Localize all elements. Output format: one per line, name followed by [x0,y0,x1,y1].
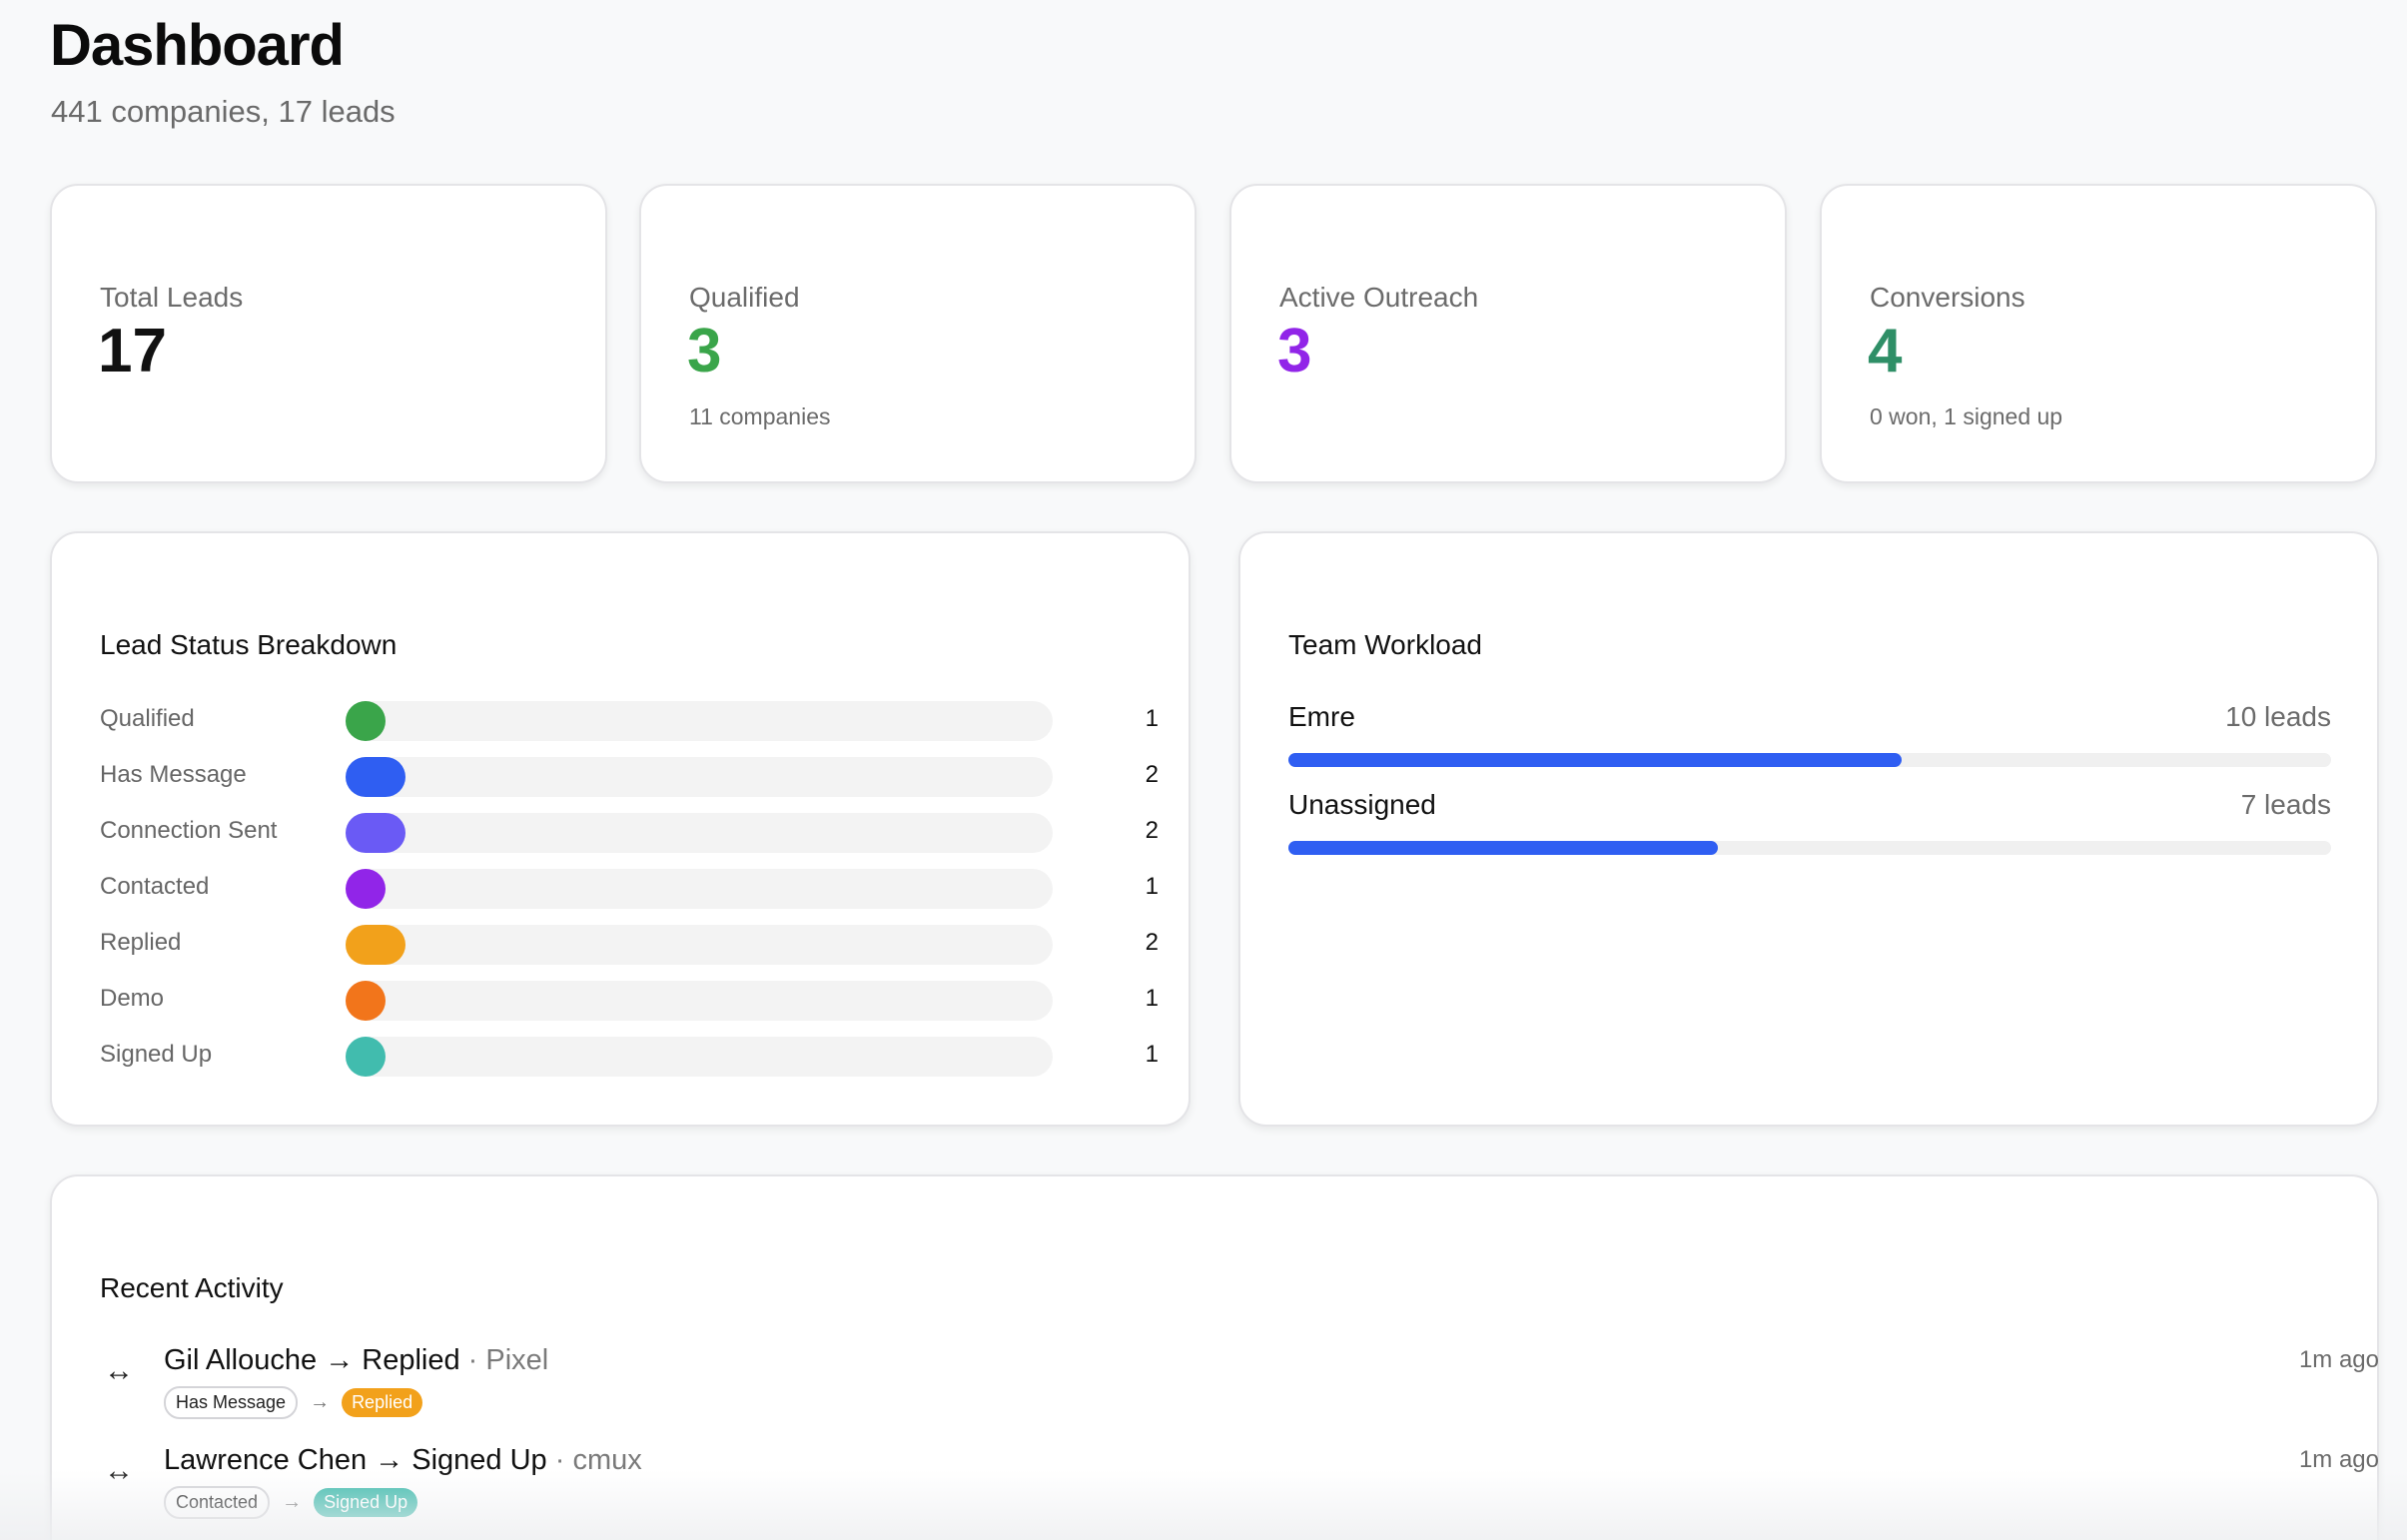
stat-card-conversions: Conversions 4 0 won, 1 signed up [1820,184,2377,483]
status-label: Contacted [100,873,210,900]
status-bar-track [346,757,1053,797]
workload-name: Emre [1288,701,1355,732]
team-workload-card: Team Workload Emre 10 leads Unassigned 7 le… [1238,531,2379,1127]
stat-card-qualified: Qualified 3 11 companies [639,184,1197,483]
stat-value: 3 [687,317,722,385]
workload-count: 7 leads [2240,789,2331,820]
status-count: 2 [1145,929,1159,956]
activity-company: · Pixel [467,1344,549,1376]
status-bar-track [346,981,1053,1021]
arrow-right-icon: → [310,1391,331,1413]
stat-label: Active Outreach [1279,282,1479,313]
status-label: Signed Up [100,1041,213,1068]
stat-card-active-outreach: Active Outreach 3 [1229,184,1787,483]
status-bar-fill [346,757,405,797]
section-title: Recent Activity [100,1272,284,1303]
activity-time: 1m ago [2298,1446,2379,1473]
activity-status-change: Has Message → Replied [164,1386,423,1419]
status-count: 1 [1145,1041,1159,1068]
stat-value: 4 [1868,317,1903,385]
stat-value: 3 [1277,317,1312,385]
status-bar-track [346,701,1053,741]
status-row: Connection Sent 2 [100,813,1159,853]
stat-value: 17 [98,317,167,385]
status-row: Signed Up 1 [100,1037,1159,1077]
status-bar-fill [346,925,405,965]
bottom-fade [0,1470,2407,1540]
status-count: 1 [1145,985,1159,1012]
workload-bar-fill [1288,753,1902,767]
stat-card-total-leads: Total Leads 17 [50,184,607,483]
status-bar-fill [346,701,386,741]
section-title: Team Workload [1288,629,1483,660]
stat-label: Qualified [689,282,800,313]
status-count: 2 [1145,817,1159,844]
workload-count: 10 leads [2225,701,2331,732]
status-bar-track [346,1037,1053,1077]
stat-sub: 0 won, 1 signed up [1870,403,2063,429]
workload-name: Unassigned [1288,789,1436,820]
status-row: Contacted 1 [100,869,1159,909]
status-count: 2 [1145,761,1159,788]
page-title: Dashboard [50,13,345,78]
page-subtitle: 441 companies, 17 leads [51,94,396,129]
stat-label: Total Leads [100,282,244,313]
section-title: Lead Status Breakdown [100,629,398,660]
status-label: Qualified [100,705,195,732]
status-bar-track [346,869,1053,909]
workload-bar-track [1288,753,2331,767]
activity-time: 1m ago [2298,1346,2379,1373]
workload-bar-track [1288,841,2331,855]
status-row: Replied 2 [100,925,1159,965]
status-bar-fill [346,869,386,909]
status-to-badge: Replied [342,1388,423,1417]
stat-label: Conversions [1870,282,2025,313]
lead-status-card: Lead Status Breakdown Qualified 1 Has Mess… [50,531,1191,1127]
status-label: Demo [100,985,165,1012]
status-bar-track [346,925,1053,965]
swap-arrows-icon: ↔ [104,1354,134,1387]
status-row: Qualified 1 [100,701,1159,741]
activity-title: Gil Allouche → Replied [164,1344,460,1376]
status-row: Demo 1 [100,981,1159,1021]
stat-sub: 11 companies [689,403,831,429]
status-bar-fill [346,981,386,1021]
status-count: 1 [1145,705,1159,732]
status-label: Replied [100,929,182,956]
status-from-badge: Has Message [164,1386,299,1419]
status-label: Connection Sent [100,817,278,844]
status-bar-fill [346,1037,386,1077]
status-label: Has Message [100,761,247,788]
status-bar-fill [346,813,405,853]
workload-bar-fill [1288,841,1719,855]
activity-item[interactable]: ↔ Gil Allouche → Replied · Pixel 1m ago Has… [100,1344,2379,1434]
status-bar-track [346,813,1053,853]
activity-text: Gil Allouche → Replied · Pixel [164,1344,548,1377]
status-row: Has Message 2 [100,757,1159,797]
status-count: 1 [1145,873,1159,900]
